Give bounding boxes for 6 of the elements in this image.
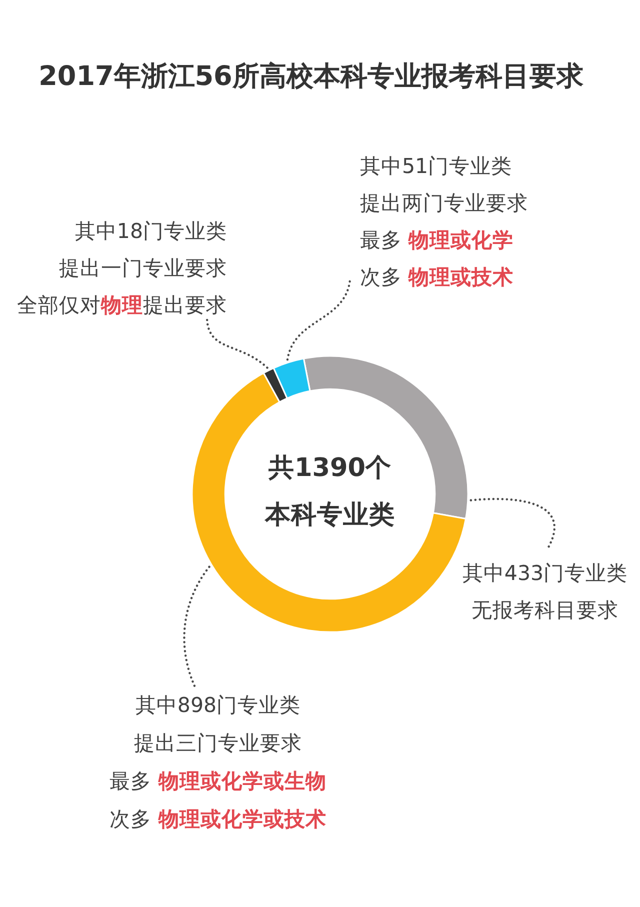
chart-title: 2017年浙江56所高校本科专业报考科目要求 bbox=[38, 60, 584, 92]
text: 共1390个本科专业类 bbox=[264, 453, 395, 530]
slice-label: 其中898门专业类提出三门专业要求最多 物理或化学或生物次多 物理或化学或技术 bbox=[110, 693, 326, 831]
slice-label: 其中433门专业类无报考科目要求 bbox=[462, 561, 628, 622]
slice-label: 其中51门专业类提出两门专业要求最多 物理或化学次多 物理或技术 bbox=[360, 154, 528, 289]
slice-label: 其中18门专业类提出一门专业要求全部仅对物理提出要求 bbox=[17, 219, 227, 317]
